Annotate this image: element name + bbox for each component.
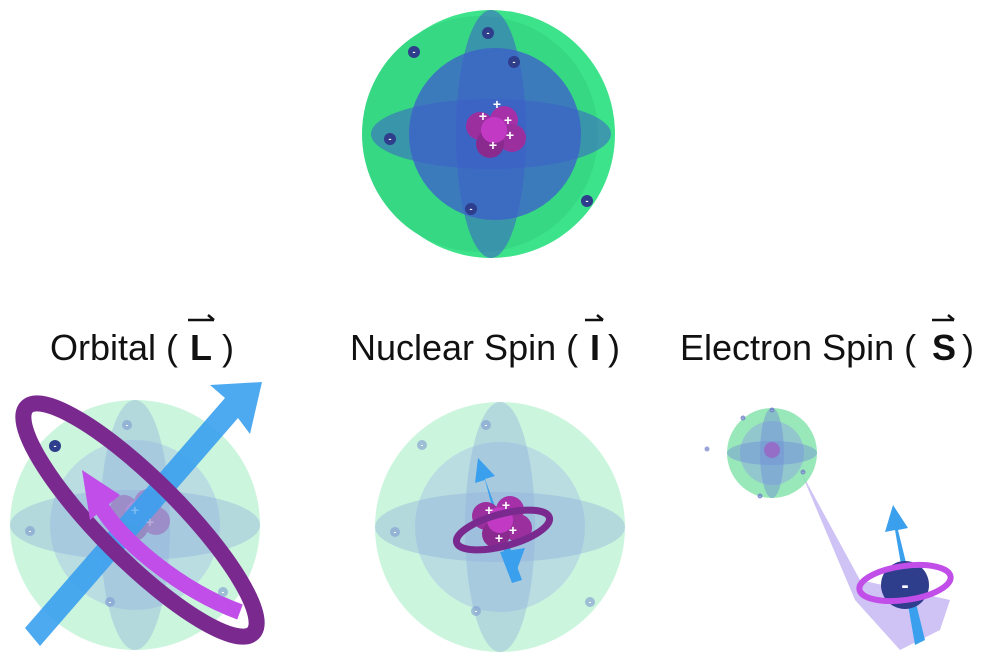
label-nuclear: Nuclear Spin ( I ) [350,315,620,368]
electron-charge: - [126,421,129,430]
electron-charge: - [29,527,32,536]
diagram: Orbital ( L ) Nuclear Spin ( I ) Electro… [0,0,984,654]
label-text: ) [222,327,234,368]
electron-charge: - [475,607,478,616]
label-symbol: S [932,327,956,368]
label-electron: Electron Spin ( S ) [680,315,974,368]
page: Orbital ( L ) Nuclear Spin ( I ) Electro… [0,0,984,654]
electron-charge: - [513,57,516,67]
proton-charge: + [509,522,517,538]
proton-charge: + [502,497,510,513]
proton-charge: + [146,514,154,530]
label-symbol: L [190,327,212,368]
label-text: ) [962,327,974,368]
label-orbital: Orbital ( L ) [50,315,234,368]
electron-charge: - [901,573,908,598]
electron-charge: - [413,47,416,57]
label-text: Nuclear Spin ( [350,327,578,368]
atom-nuclear [375,402,625,652]
proton-charge: + [495,530,503,546]
proton-charge: + [493,96,501,112]
proton-charge: + [485,502,493,518]
electron-charge: - [421,441,424,450]
electron-charge: - [487,28,490,38]
label-symbol: I [590,327,600,368]
electron-charge: - [389,134,392,144]
electron-charge: - [222,588,225,597]
atom-electron [705,408,953,650]
electron-charge: - [589,598,592,607]
label-text: ) [608,327,620,368]
electron-charge: - [109,598,112,607]
proton-charge: + [506,127,514,143]
electron-charge: - [54,441,57,451]
atom-top [362,10,615,258]
atom-orbital [0,379,281,654]
label-text: Orbital ( [50,327,178,368]
electron-charge: - [470,204,473,214]
electron-charge: - [586,196,589,206]
proton-charge: + [504,112,512,128]
label-text: Electron Spin ( [680,327,916,368]
electron-charge: - [485,421,488,430]
electron-charge: - [394,528,397,537]
proton-charge: + [479,108,487,124]
proton-charge: + [489,137,497,153]
proton-charge: + [131,502,139,518]
